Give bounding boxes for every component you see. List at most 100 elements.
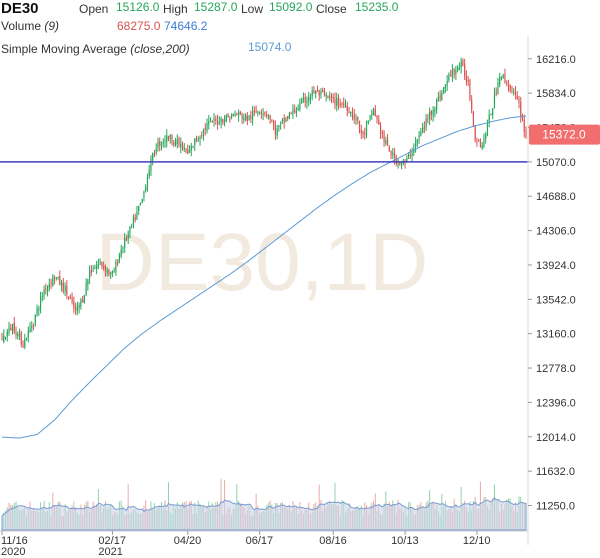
candle-body bbox=[485, 135, 487, 139]
volume-period: (9) bbox=[44, 19, 60, 33]
volume-value: 68275.0 bbox=[117, 19, 161, 33]
candle-body bbox=[514, 91, 517, 96]
candle-body bbox=[511, 89, 513, 91]
candle-body bbox=[266, 115, 268, 117]
open-value: 15126.0 bbox=[116, 0, 160, 14]
candle-body bbox=[131, 225, 133, 227]
candle-body bbox=[346, 105, 348, 111]
candle-body bbox=[246, 115, 248, 122]
time-axis-label: 04/20 bbox=[174, 535, 202, 547]
price-axis-label: 13542.0 bbox=[536, 294, 576, 306]
candle-body bbox=[343, 103, 345, 105]
candle-body bbox=[71, 297, 73, 302]
candle-body bbox=[89, 271, 91, 278]
price-axis-label: 12396.0 bbox=[536, 397, 576, 409]
candle-body bbox=[329, 96, 331, 98]
candle-body bbox=[57, 276, 59, 279]
candle-body bbox=[185, 149, 187, 152]
candle-body bbox=[124, 238, 126, 248]
candle-body bbox=[518, 99, 520, 103]
candle-body bbox=[83, 295, 85, 303]
candle-body bbox=[474, 125, 476, 141]
candle-body bbox=[283, 118, 285, 123]
candle-body bbox=[50, 283, 52, 285]
price-axis-label: 11250.0 bbox=[536, 501, 575, 513]
candle-body bbox=[204, 128, 206, 130]
candle-body bbox=[178, 137, 180, 146]
candle-body bbox=[383, 132, 385, 143]
price-axis-label: 15070.0 bbox=[536, 157, 576, 169]
candle-body bbox=[443, 87, 445, 94]
candle-body bbox=[188, 149, 191, 154]
candle-body bbox=[430, 111, 432, 115]
candle-body bbox=[295, 110, 298, 114]
candle-body bbox=[1, 338, 3, 341]
candle-body bbox=[371, 113, 373, 115]
candle-body bbox=[381, 132, 383, 134]
candle-body bbox=[360, 129, 362, 133]
candle-body bbox=[36, 308, 38, 316]
high-label: High bbox=[163, 2, 188, 16]
candle-body bbox=[260, 112, 262, 114]
candle-body bbox=[318, 90, 320, 96]
candle-body bbox=[400, 162, 403, 165]
candle-body bbox=[118, 255, 121, 262]
candle-body bbox=[153, 153, 156, 155]
candle-body bbox=[55, 277, 57, 279]
candle-body bbox=[45, 289, 47, 291]
candle-body bbox=[437, 97, 439, 102]
price-axis-label: 15834.0 bbox=[536, 88, 576, 100]
candle-body bbox=[423, 127, 425, 129]
volume-label: Volume bbox=[1, 19, 42, 33]
candle-body bbox=[520, 102, 522, 117]
candle-body bbox=[455, 69, 457, 76]
candle-body bbox=[230, 114, 233, 118]
candle-body bbox=[76, 306, 78, 310]
candle-body bbox=[25, 338, 28, 341]
sma-params: (close,200) bbox=[130, 42, 190, 56]
candle-body bbox=[190, 145, 192, 151]
candle-body bbox=[209, 119, 212, 121]
candle-body bbox=[199, 136, 201, 140]
candle-body bbox=[436, 100, 438, 110]
candle-body bbox=[164, 140, 166, 143]
price-axis-label: 16216.0 bbox=[536, 54, 576, 66]
candle-body bbox=[367, 120, 369, 124]
candle-body bbox=[330, 95, 333, 99]
candle-body bbox=[358, 120, 361, 128]
candle-body bbox=[462, 60, 464, 66]
candle-body bbox=[234, 114, 236, 116]
candle-body bbox=[229, 118, 231, 120]
candle-body bbox=[6, 331, 8, 337]
candle-body bbox=[509, 84, 511, 91]
candle-body bbox=[315, 91, 317, 94]
candle-body bbox=[195, 138, 198, 141]
candle-body bbox=[276, 128, 278, 136]
candle-body bbox=[320, 91, 322, 95]
candle-body bbox=[174, 142, 177, 146]
time-axis-label: 08/16 bbox=[319, 535, 347, 547]
candle-body bbox=[392, 152, 394, 155]
candle-body bbox=[237, 112, 240, 116]
candle-body bbox=[136, 211, 138, 219]
candle-body bbox=[11, 324, 14, 331]
candle-body bbox=[444, 84, 446, 88]
candle-body bbox=[148, 170, 150, 176]
candle-body bbox=[355, 118, 357, 121]
candle-body bbox=[171, 134, 173, 143]
candle-body bbox=[458, 67, 461, 69]
candle-body bbox=[411, 152, 413, 157]
candle-body bbox=[353, 115, 355, 120]
candle-body bbox=[46, 286, 49, 292]
candle-body bbox=[194, 138, 196, 146]
candle-body bbox=[90, 269, 92, 273]
candle-body bbox=[223, 119, 226, 122]
candle-body bbox=[393, 153, 396, 159]
candle-body bbox=[325, 94, 327, 96]
candle-body bbox=[372, 110, 375, 115]
candle-body bbox=[87, 279, 89, 286]
candle-body bbox=[499, 77, 501, 85]
symbol-name[interactable]: DE30 bbox=[1, 0, 39, 17]
candle-body bbox=[357, 116, 359, 121]
